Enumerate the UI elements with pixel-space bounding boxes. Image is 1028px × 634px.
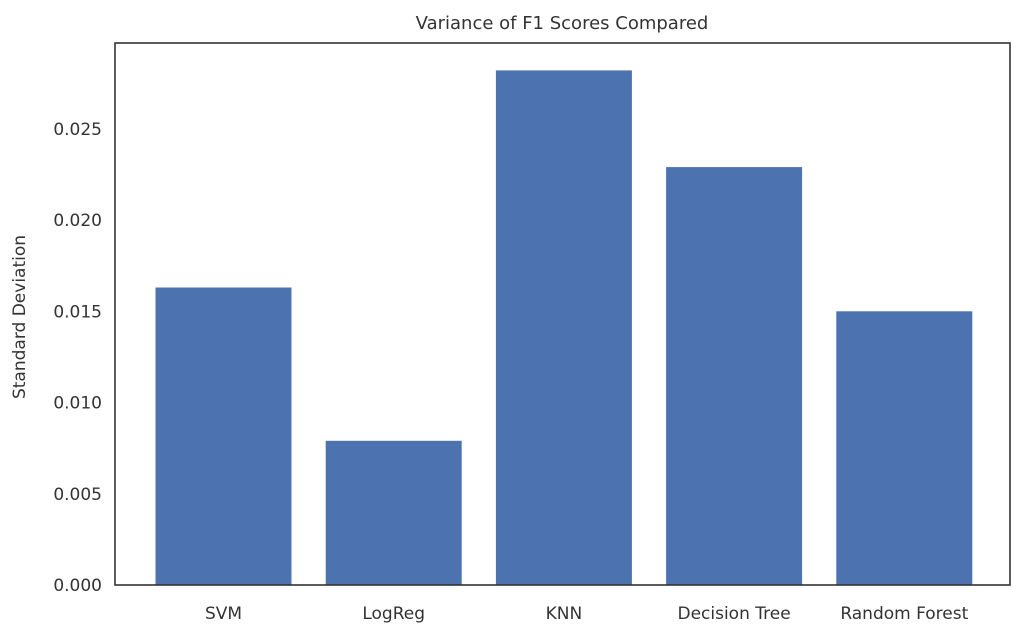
x-tick-label: KNN [546,604,583,624]
bar-random-forest [836,311,973,585]
chart-title: Variance of F1 Scores Compared [416,13,709,34]
x-tick-label: SVM [205,604,242,624]
plot-frame [114,42,1011,586]
x-tick-label: Random Forest [840,604,968,624]
bar-decision-tree [666,167,803,585]
bar-knn [495,70,632,585]
y-tick-label: 0.005 [53,485,102,505]
bar-logreg [325,440,462,585]
y-tick-label: 0.015 [53,302,102,322]
y-axis-label: Standard Deviation [10,235,30,399]
x-axis-ticks: SVM LogReg KNN Decision Tree Random Forest [205,604,969,624]
y-axis-ticks: 0.000 0.005 0.010 0.015 0.020 0.025 [53,120,102,596]
y-tick-label: 0.000 [53,576,102,596]
y-tick-label: 0.025 [53,120,102,140]
bars-group [155,70,973,585]
y-tick-label: 0.010 [53,394,102,414]
y-tick-label: 0.020 [53,211,102,231]
bar-svm [155,287,292,585]
x-tick-label: Decision Tree [677,604,790,624]
x-tick-label: LogReg [362,604,425,624]
